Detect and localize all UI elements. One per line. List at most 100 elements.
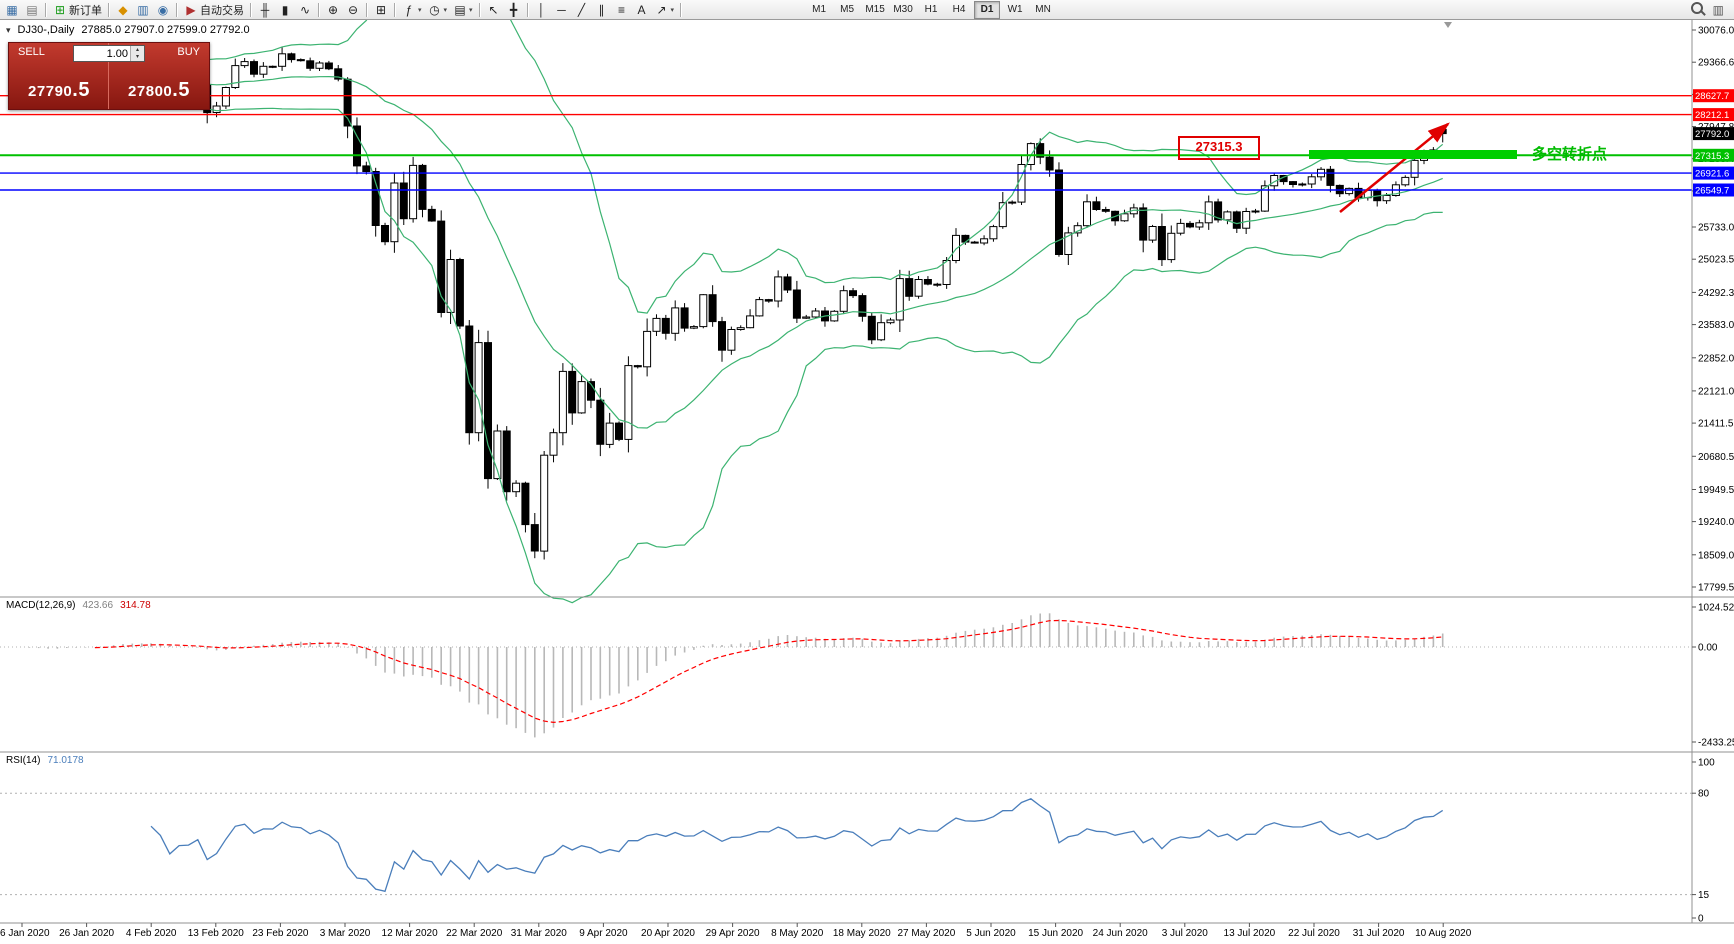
chart-plot-area[interactable]: 30076.029366.628657.227947.827238.426529… <box>0 20 1734 944</box>
chart-background <box>0 20 1734 944</box>
arrows-icon: ↗ <box>656 2 667 17</box>
arrows-dropdown-icon[interactable]: ▾ <box>670 6 675 14</box>
macd-signal-value: 314.78 <box>120 600 151 611</box>
zoom-out-button[interactable]: ⊖ <box>344 1 362 19</box>
cursor-icon: ↖ <box>488 2 499 17</box>
navigator-button[interactable]: ◉ <box>154 1 172 19</box>
date-tick-label: 29 Apr 2020 <box>706 928 760 939</box>
data-window-button[interactable]: ▥ <box>134 1 152 19</box>
volume-input[interactable] <box>74 46 130 61</box>
tile-windows-button[interactable]: ⊞ <box>372 1 390 19</box>
autotrading-icon: ▶ <box>186 2 196 17</box>
autotrading-button[interactable]: ▶ 自动交易 <box>182 1 246 19</box>
indicators-icon: ƒ <box>405 2 413 17</box>
price-tick-label: 22852.0 <box>1698 353 1734 364</box>
toolbar-separator <box>394 2 396 17</box>
indicators-dropdown-icon[interactable]: ▾ <box>418 6 422 14</box>
timeframe-d1[interactable]: D1 <box>974 0 1001 19</box>
date-tick-label: 12 Mar 2020 <box>382 928 439 939</box>
sell-price: 27790.5 <box>28 79 90 101</box>
horizontal-line-button[interactable]: ─ <box>553 1 571 19</box>
templates-dropdown-icon[interactable]: ▾ <box>469 6 473 14</box>
timeframe-m1[interactable]: M1 <box>812 3 827 15</box>
timeframe-m30[interactable]: M30 <box>893 3 913 15</box>
price-tick-label: 17799.5 <box>1698 583 1734 594</box>
trendline-button[interactable]: ╱ <box>573 1 591 19</box>
search-icon[interactable] <box>1690 1 1703 19</box>
fibonacci-button[interactable]: ≡ <box>613 1 631 19</box>
volume-input-wrap: ▴▾ <box>73 45 145 62</box>
svg-text:28212.1: 28212.1 <box>1695 110 1729 121</box>
collapse-panel-icon[interactable]: ▾ <box>6 24 11 35</box>
macd-name: MACD(12,26,9) <box>6 600 76 611</box>
indicators-button[interactable]: ƒ ▾ <box>400 1 424 19</box>
data-window-icon: ▥ <box>137 2 149 17</box>
new-order-label: 新订单 <box>69 4 102 17</box>
zoom-in-button[interactable]: ⊕ <box>324 1 342 19</box>
price-badge-28212.1: 28212.1 <box>1693 108 1734 122</box>
text-button[interactable]: A <box>633 1 651 19</box>
toolbar-separator <box>318 2 320 17</box>
new-chart-button[interactable]: ▦ <box>3 1 21 19</box>
volume-stepper[interactable]: ▴ ▾ <box>130 46 144 61</box>
timeframe-m15[interactable]: M15 <box>865 3 885 15</box>
price-tick-label: 25023.5 <box>1698 255 1734 266</box>
panel-separators[interactable] <box>0 20 1734 924</box>
macd-tick-label: 0.00 <box>1698 643 1718 654</box>
candlestick-type-button[interactable]: ▮ <box>276 1 294 19</box>
templates-icon: ▤ <box>454 2 466 17</box>
price-badge-26921.6: 26921.6 <box>1693 166 1734 180</box>
timeframe-m5[interactable]: M5 <box>840 3 855 15</box>
new-order-button[interactable]: ⊞ 新订单 <box>51 1 104 19</box>
timeframe-mn[interactable]: MN <box>1035 3 1051 15</box>
support-zone-bar[interactable] <box>1309 150 1517 159</box>
text-icon: A <box>637 2 646 17</box>
date-tick-label: 20 Apr 2020 <box>641 928 695 939</box>
market-watch-button[interactable]: ◆ <box>114 1 132 19</box>
ohlc-values: 27885.0 27907.0 27599.0 27792.0 <box>81 24 250 36</box>
timeframe-h4[interactable]: H4 <box>952 3 966 15</box>
toolbar-separator <box>250 2 252 17</box>
trend-arrow[interactable] <box>1339 122 1450 213</box>
periods-button[interactable]: ◷ ▾ <box>426 1 450 19</box>
cursor-button[interactable]: ↖ <box>485 1 503 19</box>
toolbar-separator <box>45 2 47 17</box>
timeframe-w1[interactable]: W1 <box>1007 3 1023 15</box>
buy-price: 27800.5 <box>128 79 190 101</box>
price-tick-label: 30076.0 <box>1698 26 1734 37</box>
bar-chart-type-button[interactable]: ╫ <box>256 1 274 19</box>
date-tick-label: 9 Apr 2020 <box>579 928 628 939</box>
navigator-icon: ◉ <box>157 2 169 17</box>
date-tick-label: 26 Jan 2020 <box>59 928 114 939</box>
svg-text:28627.7: 28627.7 <box>1695 91 1729 102</box>
profiles-icon: ▤ <box>26 2 38 17</box>
date-tick-label: 8 May 2020 <box>771 928 824 939</box>
templates-button[interactable]: ▤ ▾ <box>451 1 475 19</box>
price-tick-label: 18509.0 <box>1698 550 1734 561</box>
fibonacci-icon: ≡ <box>618 2 626 17</box>
support-price-label[interactable]: 27315.3 <box>1178 136 1260 160</box>
chart-shift-marker[interactable] <box>1444 22 1452 28</box>
vertical-line-button[interactable]: │ <box>533 1 551 19</box>
vertical-line-icon: │ <box>537 2 546 17</box>
equidistant-channel-button[interactable]: ∥ <box>593 1 611 19</box>
autotrading-label: 自动交易 <box>200 4 244 17</box>
turning-point-annotation: 多空转折点 <box>1532 146 1608 163</box>
chart-layout-icon[interactable]: ▥ <box>1712 2 1724 17</box>
timeframe-h1[interactable]: H1 <box>924 3 938 15</box>
toolbar-right-icons: ▥ <box>1690 1 1724 19</box>
svg-text:27315.3: 27315.3 <box>1695 151 1729 162</box>
macd-tick-label: 1024.52 <box>1698 603 1734 614</box>
rsi-tick-label: 100 <box>1698 758 1715 769</box>
new-chart-icon: ▦ <box>6 2 18 17</box>
profiles-button[interactable]: ▤ <box>23 1 41 19</box>
line-chart-type-button[interactable]: ∿ <box>296 1 314 19</box>
toolbar-separator <box>366 2 368 17</box>
price-tick-label: 23583.0 <box>1698 320 1734 331</box>
crosshair-button[interactable]: ╋ <box>505 1 523 19</box>
bar-chart-type-icon: ╫ <box>260 2 270 17</box>
periods-dropdown-icon[interactable]: ▾ <box>443 6 448 14</box>
rsi-line <box>150 798 1444 893</box>
arrows-button[interactable]: ↗ ▾ <box>653 1 677 19</box>
